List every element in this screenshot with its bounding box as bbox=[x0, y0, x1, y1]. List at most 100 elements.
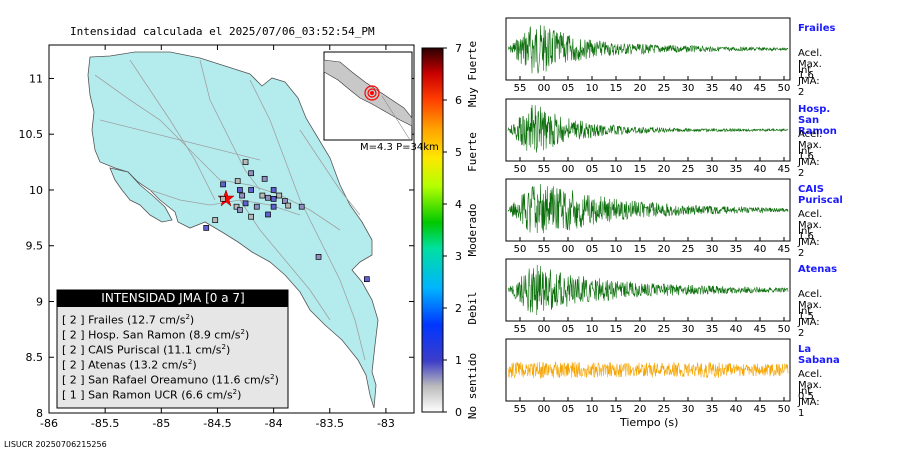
seis-tick-label: 55 bbox=[514, 83, 527, 94]
station-name: CAIS Puriscal bbox=[798, 184, 843, 206]
colorbar-label: Muy Fuerte bbox=[466, 41, 479, 107]
seis-tick-label: 35 bbox=[706, 404, 719, 415]
station-point bbox=[253, 203, 260, 210]
x-tick-label: -84.5 bbox=[203, 417, 231, 430]
legend-item-suffix: ) bbox=[189, 313, 195, 327]
legend-item: [ 2 ] San Rafael Oreamuno (11.6 cm/s2) bbox=[62, 373, 286, 388]
seismogram-trace bbox=[507, 361, 789, 379]
legend-item-text: [ 2 ] Atenas (13.2 cm/s bbox=[62, 358, 188, 372]
seis-tick-label: 15 bbox=[634, 164, 647, 175]
legend-item-suffix: ) bbox=[192, 358, 197, 372]
seis-tick-label: 30 bbox=[706, 244, 719, 255]
station-jma: Int JMA: 2 bbox=[798, 226, 820, 259]
seis-tick-label: 00 bbox=[562, 164, 575, 175]
legend-item-suffix: ) bbox=[274, 373, 279, 387]
seis-tick-label: 35 bbox=[706, 324, 719, 335]
seis-tick-label: 30 bbox=[682, 324, 695, 335]
y-tick-label: 9 bbox=[36, 295, 43, 308]
seis-tick-label: 45 bbox=[754, 324, 767, 335]
station-acel: Acel. Max. 1.5 bbox=[798, 289, 823, 322]
station-point bbox=[248, 213, 255, 220]
map-axes: -86 -85.5 -85 -84.5 -84 -83.5 -83 11 10.5 10 9.5 9 8… bbox=[19, 45, 414, 430]
seis-tick-label: 55 bbox=[538, 244, 551, 255]
station-point bbox=[237, 187, 243, 193]
nicoya-peninsula bbox=[109, 167, 173, 223]
seis-tick-label: 05 bbox=[562, 324, 575, 335]
seis-tick-label: 20 bbox=[658, 164, 671, 175]
seismogram-panel: 50 55 00 05 10 15 20 25 30 35 40 45 bbox=[505, 178, 791, 255]
legend-item: [ 2 ] Frailes (12.7 cm/s2) bbox=[62, 313, 286, 328]
station-point bbox=[248, 170, 255, 177]
legend-item-sup: 2 bbox=[221, 343, 227, 351]
seis-tick-label: 55 bbox=[514, 404, 527, 415]
y-tick-label: 8.5 bbox=[26, 351, 44, 364]
colorbar-tick-label: 3 bbox=[455, 250, 462, 263]
costa-rica-land bbox=[87, 51, 379, 409]
legend-item-sup: 2 bbox=[187, 358, 193, 366]
seismogram-trace bbox=[507, 25, 789, 74]
station-jma: Int JMA: 2 bbox=[798, 65, 820, 98]
station-point bbox=[203, 225, 210, 231]
station-point bbox=[285, 202, 292, 209]
station-point bbox=[270, 203, 277, 210]
x-tick-label: -85 bbox=[152, 417, 170, 430]
station-point bbox=[270, 196, 277, 202]
legend-item-text: [ 2 ] CAIS Puriscal (11.1 cm/s bbox=[62, 343, 222, 357]
seis-tick-label: 30 bbox=[682, 83, 695, 94]
y-tick-label: 10.5 bbox=[19, 128, 44, 141]
seis-tick-label: 25 bbox=[658, 404, 671, 415]
x-axis-label: Tiempo (s) bbox=[620, 416, 679, 429]
station-jma: Int JMA: 2 bbox=[798, 306, 820, 339]
seis-tick-label: 15 bbox=[610, 324, 623, 335]
colorbar-tick-label: 4 bbox=[455, 198, 462, 211]
colorbar-ticks: 0 1 2 3 4 5 6 7 bbox=[443, 42, 462, 419]
legend-item: [ 1 ] San Ramon UCR (6.6 cm/s2) bbox=[62, 388, 286, 403]
seismogram-panel: 55 00 05 10 15 20 25 30 35 40 45 50 bbox=[505, 338, 791, 415]
legend-item-text: [ 2 ] Frailes (12.7 cm/s bbox=[62, 313, 186, 327]
seis-tick-label: 55 bbox=[538, 164, 551, 175]
seismogram-panel: 55 00 05 10 15 20 25 30 35 40 45 50 bbox=[505, 17, 791, 94]
y-tick-label: 10 bbox=[29, 184, 43, 197]
legend-item-suffix: ) bbox=[244, 328, 250, 342]
seis-tick-label: 05 bbox=[586, 244, 599, 255]
inset-epicenter bbox=[364, 85, 380, 101]
seis-tick-label: 45 bbox=[778, 164, 791, 175]
seis-tick-label: 45 bbox=[778, 244, 791, 255]
seis-tick-label: 35 bbox=[706, 83, 719, 94]
seis-tick-label: 10 bbox=[610, 164, 623, 175]
seismogram-panel: 50 55 00 05 10 15 20 25 30 35 40 45 bbox=[505, 98, 791, 175]
station-point bbox=[248, 187, 255, 193]
seis-tick-label: 35 bbox=[730, 164, 743, 175]
colorbar-tick-label: 5 bbox=[455, 146, 462, 159]
legend-item-sup: 2 bbox=[185, 313, 190, 321]
seis-tick-label: 35 bbox=[730, 244, 743, 255]
y-tick-label: 11 bbox=[29, 72, 43, 85]
seis-tick-label: 25 bbox=[658, 83, 671, 94]
station-jma: Int JMA: 1 bbox=[798, 386, 820, 419]
station-point bbox=[233, 203, 240, 210]
legend-item-text: [ 2 ] San Rafael Oreamuno (11.6 cm/s bbox=[62, 373, 271, 387]
seis-tick-label: 10 bbox=[610, 244, 623, 255]
station-point bbox=[242, 200, 249, 207]
seis-tick-label: 40 bbox=[754, 244, 767, 255]
station-point bbox=[242, 159, 249, 165]
seis-tick-label: 45 bbox=[754, 404, 767, 415]
legend-item-sup: 2 bbox=[240, 328, 245, 336]
colorbar-tick-label: 1 bbox=[455, 354, 462, 367]
station-point bbox=[239, 192, 246, 199]
legend-title: INTENSIDAD JMA [0 a 7] bbox=[101, 291, 245, 305]
seis-tick-label: 15 bbox=[610, 404, 623, 415]
seis-tick-label: 50 bbox=[514, 164, 527, 175]
station-point bbox=[261, 175, 268, 182]
legend-item: [ 2 ] CAIS Puriscal (11.1 cm/s2) bbox=[62, 343, 286, 358]
seis-tick-label: 15 bbox=[634, 244, 647, 255]
seis-tick-label: 40 bbox=[730, 404, 743, 415]
seis-tick-label: 05 bbox=[562, 83, 575, 94]
seis-tick-label: 55 bbox=[514, 324, 527, 335]
seis-tick-label: 00 bbox=[538, 324, 551, 335]
y-tick-label: 8 bbox=[36, 407, 43, 420]
seis-tick-label: 10 bbox=[586, 324, 599, 335]
seismogram-trace bbox=[507, 104, 789, 153]
